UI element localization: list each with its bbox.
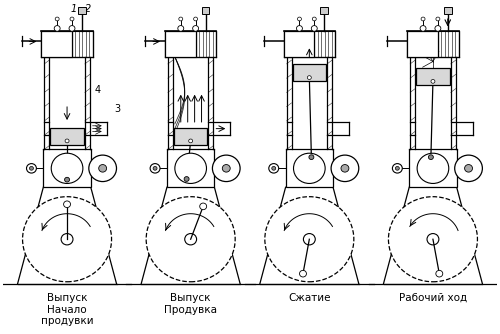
Circle shape bbox=[435, 26, 441, 31]
Circle shape bbox=[312, 26, 317, 31]
Bar bbox=[438, 31, 458, 57]
Circle shape bbox=[55, 17, 59, 21]
Circle shape bbox=[64, 201, 70, 207]
Text: 1: 1 bbox=[70, 4, 76, 14]
Circle shape bbox=[388, 197, 478, 282]
Circle shape bbox=[184, 177, 189, 181]
Circle shape bbox=[65, 139, 69, 143]
Bar bbox=[174, 128, 208, 145]
Circle shape bbox=[304, 233, 316, 245]
Bar bbox=[407, 31, 438, 57]
Circle shape bbox=[188, 139, 192, 143]
Circle shape bbox=[308, 76, 312, 79]
Circle shape bbox=[89, 155, 117, 182]
Circle shape bbox=[436, 270, 443, 277]
Bar bbox=[409, 149, 457, 187]
Circle shape bbox=[298, 17, 302, 21]
Circle shape bbox=[421, 17, 425, 21]
Circle shape bbox=[296, 26, 302, 31]
Circle shape bbox=[153, 166, 157, 170]
Circle shape bbox=[26, 164, 36, 173]
Circle shape bbox=[222, 165, 230, 172]
Bar bbox=[284, 31, 314, 57]
Text: 4: 4 bbox=[94, 85, 101, 95]
Bar bbox=[50, 128, 84, 145]
Circle shape bbox=[30, 166, 34, 170]
Circle shape bbox=[61, 233, 73, 245]
Circle shape bbox=[436, 17, 440, 21]
Circle shape bbox=[431, 79, 435, 83]
Bar bbox=[444, 7, 452, 14]
Circle shape bbox=[300, 270, 306, 277]
Circle shape bbox=[454, 155, 482, 182]
Circle shape bbox=[184, 233, 196, 245]
Circle shape bbox=[54, 26, 60, 31]
Circle shape bbox=[98, 165, 106, 172]
Circle shape bbox=[200, 203, 206, 210]
Circle shape bbox=[265, 197, 354, 282]
Circle shape bbox=[417, 153, 449, 183]
Bar bbox=[292, 64, 326, 81]
Text: Выпуск
Продувка: Выпуск Продувка bbox=[164, 293, 217, 315]
Circle shape bbox=[464, 165, 472, 172]
Circle shape bbox=[428, 155, 434, 160]
Bar bbox=[416, 68, 450, 85]
Circle shape bbox=[178, 26, 184, 31]
Circle shape bbox=[192, 26, 198, 31]
Bar bbox=[320, 7, 328, 14]
Circle shape bbox=[392, 164, 402, 173]
Bar bbox=[165, 31, 196, 57]
Circle shape bbox=[331, 155, 359, 182]
Bar bbox=[42, 31, 72, 57]
Circle shape bbox=[420, 26, 426, 31]
Circle shape bbox=[194, 17, 198, 21]
Bar bbox=[72, 31, 93, 57]
Circle shape bbox=[341, 165, 349, 172]
Circle shape bbox=[146, 197, 235, 282]
Circle shape bbox=[212, 155, 240, 182]
Text: 3: 3 bbox=[114, 104, 120, 114]
Text: Выпуск
Начало
продувки: Выпуск Начало продувки bbox=[40, 293, 94, 326]
Circle shape bbox=[427, 233, 439, 245]
Circle shape bbox=[312, 17, 316, 21]
Bar bbox=[286, 149, 333, 187]
Circle shape bbox=[150, 164, 160, 173]
Bar bbox=[167, 149, 214, 187]
Bar bbox=[44, 149, 91, 187]
Bar bbox=[196, 31, 216, 57]
Text: 2: 2 bbox=[85, 4, 91, 14]
Text: Рабочий ход: Рабочий ход bbox=[399, 293, 467, 303]
Circle shape bbox=[179, 17, 183, 21]
Circle shape bbox=[309, 155, 314, 160]
Circle shape bbox=[51, 153, 83, 183]
Bar bbox=[202, 7, 209, 14]
Circle shape bbox=[269, 164, 278, 173]
Circle shape bbox=[272, 166, 276, 170]
Text: Сжатие: Сжатие bbox=[288, 293, 331, 303]
Circle shape bbox=[64, 177, 70, 182]
Circle shape bbox=[22, 197, 112, 282]
Circle shape bbox=[294, 153, 325, 183]
Bar bbox=[78, 7, 86, 14]
Circle shape bbox=[70, 17, 74, 21]
Bar bbox=[314, 31, 335, 57]
Circle shape bbox=[396, 166, 400, 170]
Circle shape bbox=[175, 153, 206, 183]
Circle shape bbox=[69, 26, 75, 31]
